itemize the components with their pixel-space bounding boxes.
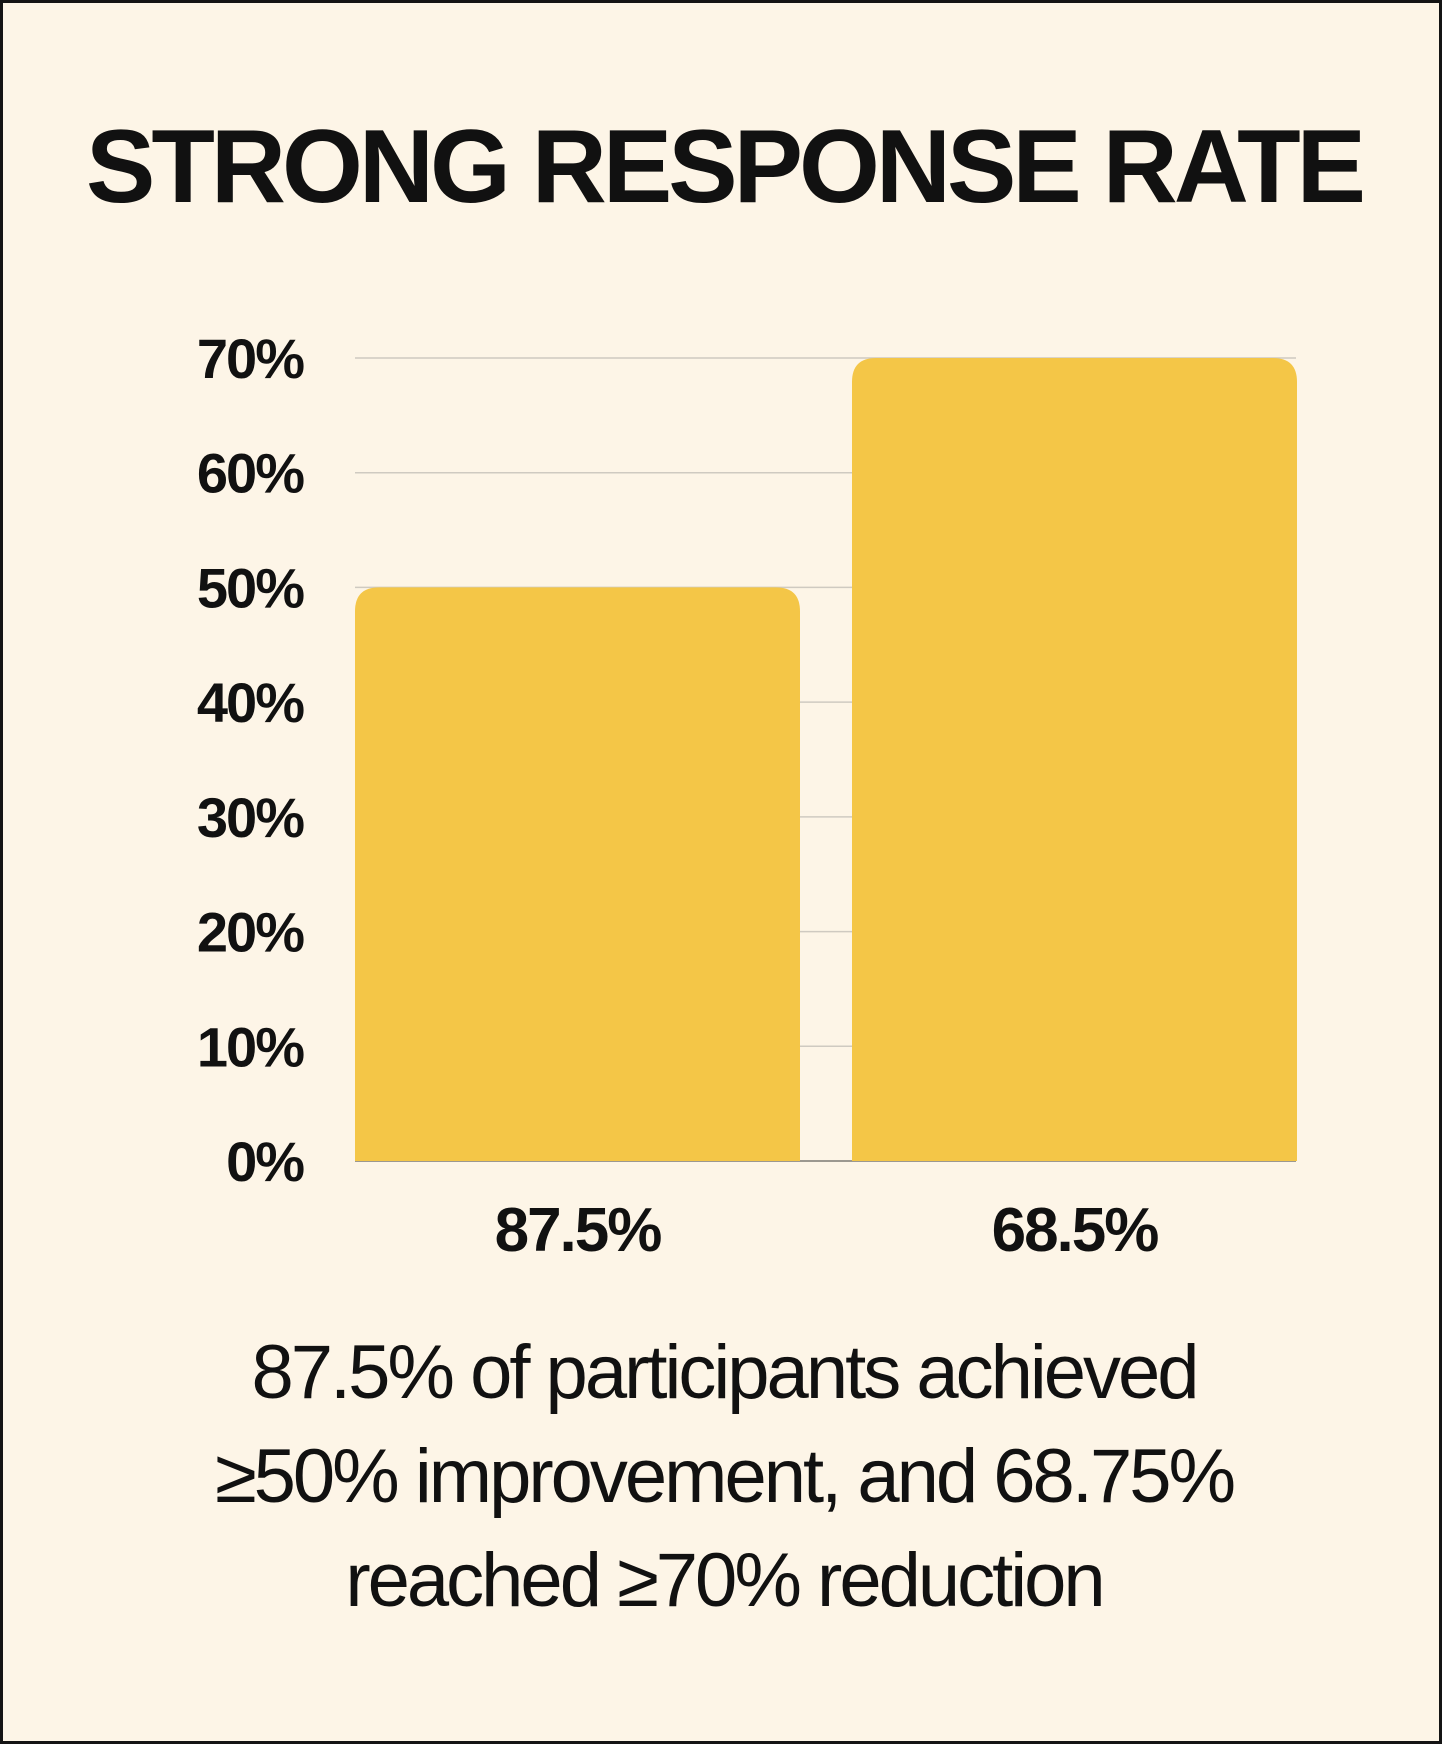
y-tick-label: 0% [226, 1130, 304, 1193]
chart-title: STRONG RESPONSE RATE [85, 109, 1366, 225]
bars [355, 358, 1297, 1161]
chart-caption: 87.5% of participants achieved ≥50% impr… [63, 1321, 1385, 1633]
caption-line-3: reached ≥70% reduction [345, 1538, 1105, 1623]
bar-chart: 0% 10% 20% 30% 40% 50% 60% 70% 87.5% 68.5% [197, 327, 1297, 1265]
y-tick-label: 30% [197, 786, 304, 849]
x-axis-ticks: 87.5% 68.5% [495, 1196, 1161, 1265]
caption-line-1: 87.5% of participants achieved [251, 1330, 1199, 1415]
bar-2 [852, 358, 1297, 1161]
y-tick-label: 20% [197, 901, 304, 964]
caption-line-2: ≥50% improvement, and 68.75% [214, 1434, 1236, 1519]
y-tick-label: 50% [197, 556, 304, 619]
bar-1 [355, 587, 800, 1161]
x-tick-label: 68.5% [992, 1196, 1159, 1265]
y-tick-label: 60% [197, 442, 304, 505]
y-tick-label: 10% [197, 1015, 304, 1078]
y-axis-ticks: 0% 10% 20% 30% 40% 50% 60% 70% [197, 327, 306, 1193]
y-tick-label: 70% [197, 327, 304, 390]
y-tick-label: 40% [197, 671, 304, 734]
x-tick-label: 87.5% [495, 1196, 662, 1265]
